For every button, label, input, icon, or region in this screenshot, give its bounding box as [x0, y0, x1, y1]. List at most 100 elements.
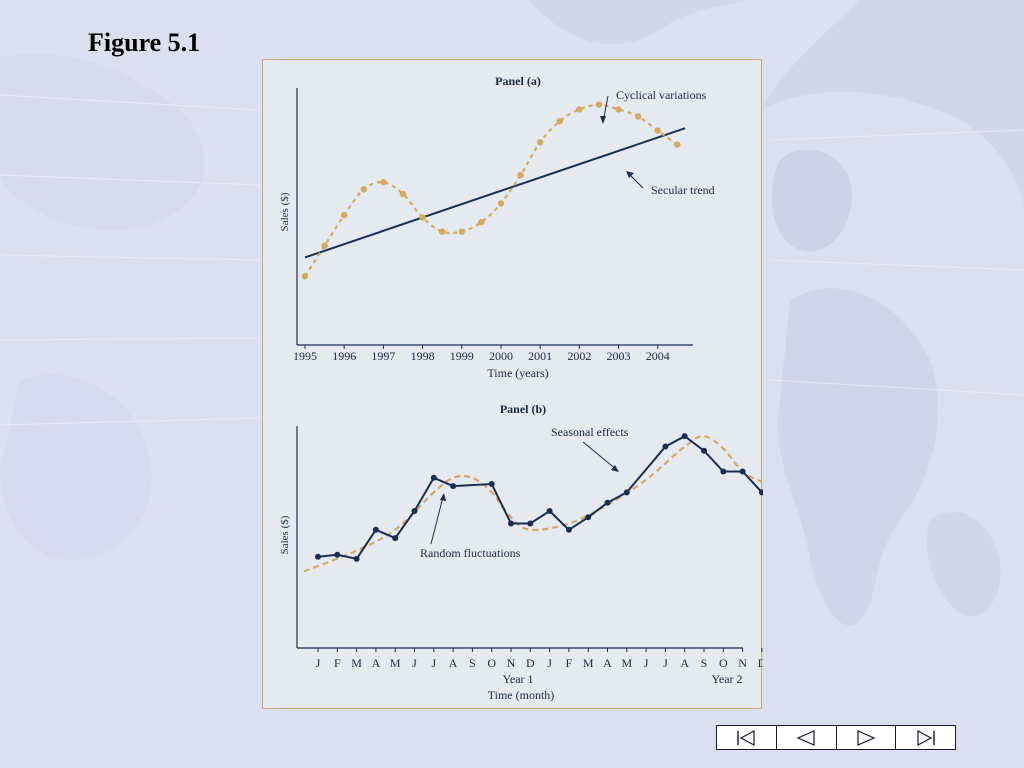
chart-b-random-point [353, 555, 360, 562]
chart-a-cyclical-point [654, 127, 661, 134]
chart-a-cyclical-point [321, 242, 328, 249]
chart-a-x-tick-label: 2000 [489, 349, 513, 363]
chart-b-random-point [315, 553, 321, 560]
chart-b-random-point [565, 526, 572, 533]
chart-a-cyclical-point [301, 273, 309, 280]
chart-b-random-point [411, 508, 418, 515]
arrow-icon [626, 171, 634, 178]
chart-a-x-tick-label: 1996 [332, 349, 356, 363]
chart-b-random-point [392, 535, 399, 542]
chart-a-x-tick-label: 2002 [567, 349, 591, 363]
figure-panel: Panel (a) 1995 1996 1997 1998 1999 2000 2001 20… [262, 59, 763, 709]
chart-b-random-point [372, 526, 379, 533]
chart-b-random-point [430, 474, 437, 481]
chart-a-x-tick-label: 2001 [528, 349, 552, 363]
chart-b-annotation-random: Random fluctuations [420, 546, 521, 560]
chart-a-cyclical-point [478, 219, 485, 226]
chart-a-cyclical-point [517, 172, 524, 179]
chart-b-x-tick-label: D [758, 656, 763, 670]
chart-b-random-point [508, 520, 514, 527]
chart-a-cyclical-point [360, 186, 367, 193]
chart-a-x-tick-label: 1997 [371, 349, 395, 363]
skip-to-start-icon [737, 729, 755, 746]
chart-b-x-tick-label: A [680, 656, 689, 670]
chart-b-year-1-label: Year 1 [502, 672, 533, 686]
chart-b-seasonal-line [303, 435, 763, 573]
chart-a-cyclical-point [458, 228, 465, 235]
first-slide-button[interactable] [717, 726, 777, 749]
chart-b-random-point [527, 520, 534, 527]
chart-b-x-tick-label: S [469, 656, 476, 670]
chart-b-x-tick-label: J [431, 656, 436, 670]
chart-b-random-point [488, 481, 495, 487]
skip-to-end-icon [917, 729, 935, 746]
slide-navigation [716, 725, 956, 750]
chart-b-x-tick-label: J [412, 656, 417, 670]
arrow-icon [611, 465, 619, 472]
chart-b-random-point [739, 468, 746, 475]
chart-a-title: Panel (a) [495, 74, 541, 88]
chart-b-x-tick-label: F [334, 656, 341, 670]
chart-a-annotation-secular: Secular trend [651, 183, 715, 197]
chart-a-cyclical-point [595, 101, 603, 108]
chart-b-x-tick-label: N [738, 656, 747, 670]
next-slide-button[interactable] [837, 726, 897, 749]
chart-b-random-point [604, 499, 611, 506]
chart-a-cyclical-point [438, 228, 446, 235]
chart-b-x-tick-label: A [449, 656, 458, 670]
chart-b-annotation-seasonal-pointer [582, 441, 618, 471]
chart-a-cyclical-point [380, 179, 387, 186]
chart-b-x-tick-label: J [547, 656, 552, 670]
chart-a-annotation-cyclical: Cyclical variations [616, 88, 707, 102]
chart-a-x-tick-label: 2003 [607, 349, 631, 363]
chart-b-x-tick-label: J [316, 656, 321, 670]
chart-b-x-tick-label: M [621, 656, 632, 670]
chart-b-x-tick-label: M [351, 656, 362, 670]
chart-b-random-point [585, 514, 592, 521]
chart-a-x-tick-label: 1995 [293, 349, 317, 363]
chart-b-random-point [546, 508, 553, 515]
chart-a-x-ticks: 1995 1996 1997 1998 1999 2000 2001 2002 2003 2004 [293, 345, 670, 363]
chart-a-cyclical-point [536, 139, 544, 146]
chart-b-x-tick-label: D [526, 656, 535, 670]
chart-b-x-tick-label: S [701, 656, 708, 670]
chart-a-x-tick-label: 1998 [411, 349, 435, 363]
last-slide-button[interactable] [896, 726, 955, 749]
chart-a-cyclical-point [399, 190, 407, 198]
previous-slide-button[interactable] [777, 726, 837, 749]
arrow-icon [600, 116, 606, 124]
chart-a-cyclical-point [674, 141, 681, 148]
chart-b-random-point [701, 447, 707, 454]
chart-b-random-points [315, 433, 763, 562]
chart-b-x-tick-label: M [390, 656, 401, 670]
chart-a-cyclical-point [576, 106, 583, 113]
chart-b-annotation-random-pointer [430, 496, 444, 545]
chart-b-random-point [758, 489, 763, 496]
chart-a-y-axis-label: Sales ($) [279, 192, 291, 231]
chart-b-year-2-label: Year 2 [711, 672, 742, 686]
triangle-right-icon [857, 729, 876, 746]
chart-b-random-point [623, 489, 630, 496]
chart-a-cyclical-point [419, 214, 426, 221]
triangle-left-icon [796, 729, 815, 746]
chart-b-random-point [662, 443, 669, 450]
chart-b-random-point [720, 468, 727, 475]
chart-b-title: Panel (b) [500, 402, 546, 416]
chart-b-x-tick-label: J [663, 656, 668, 670]
arrow-icon [440, 493, 446, 501]
chart-panel-a: Panel (a) 1995 1996 1997 1998 1999 2000 2001 20… [279, 74, 715, 380]
chart-b-x-tick-label: O [487, 656, 496, 670]
chart-b-x-tick-label: A [603, 656, 612, 670]
slide-title: Figure 5.1 [88, 28, 201, 57]
chart-b-x-tick-label: O [719, 656, 728, 670]
chart-a-cyclical-point [556, 117, 563, 125]
chart-a-cyclical-point [615, 106, 622, 113]
chart-b-x-tick-label: J [644, 656, 649, 670]
chart-b-y-axis-label: Sales ($) [279, 515, 291, 554]
chart-a-x-tick-label: 1999 [450, 349, 474, 363]
chart-b-annotation-seasonal: Seasonal effects [551, 425, 629, 439]
chart-b-random-point [334, 551, 341, 558]
chart-b-x-tick-label: M [583, 656, 594, 670]
